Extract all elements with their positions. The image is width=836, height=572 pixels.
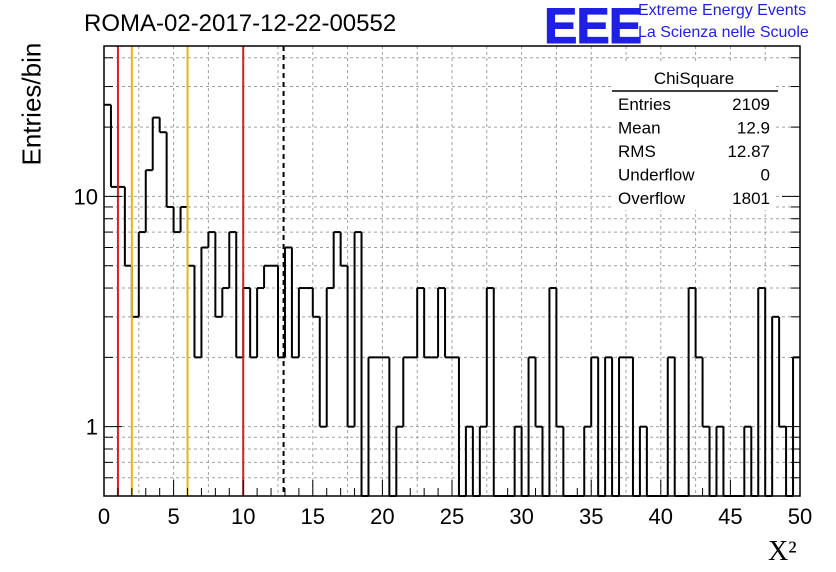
logo-line-1: Extreme Energy Events xyxy=(638,2,807,19)
stats-label: Mean xyxy=(618,119,661,138)
stats-label: Overflow xyxy=(618,189,686,208)
x-tick-label: 30 xyxy=(509,504,533,529)
x-tick-label: 25 xyxy=(440,504,464,529)
x-tick-label: 40 xyxy=(649,504,673,529)
stats-label: Entries xyxy=(618,95,671,114)
axis-ticks xyxy=(103,57,801,497)
y-tick-label: 10 xyxy=(74,184,98,209)
x-tick-label: 5 xyxy=(167,504,179,529)
x-tick-label: 45 xyxy=(718,504,742,529)
chart-title: ROMA-02-2017-12-22-00552 xyxy=(84,10,397,37)
y-tick-label: 1 xyxy=(86,415,98,440)
stats-label: Underflow xyxy=(618,166,695,185)
stats-value: 12.87 xyxy=(727,142,770,161)
x-tick-label: 50 xyxy=(788,504,812,529)
stats-title: ChiSquare xyxy=(654,69,734,88)
x-axis-label: X² xyxy=(768,536,797,567)
reference-lines xyxy=(116,46,285,496)
x-tick-label: 10 xyxy=(231,504,255,529)
stats-box: ChiSquare Entries 2109 Mean 12.9 RMS 12.87 Unde… xyxy=(612,64,778,210)
stats-value: 2109 xyxy=(732,95,770,114)
x-tick-label: 35 xyxy=(579,504,603,529)
stats-value: 1801 xyxy=(732,189,770,208)
stats-value: 0 xyxy=(761,166,770,185)
x-tick-label: 20 xyxy=(370,504,394,529)
stats-label: RMS xyxy=(618,142,656,161)
axis-tick-labels: 0 5 10 15 20 25 30 35 40 45 50 1 10 xyxy=(74,184,813,529)
grid-lines xyxy=(104,46,800,497)
stats-value: 12.9 xyxy=(737,119,770,138)
stats-box-bg xyxy=(612,64,776,210)
logo-line-2: La Scienza nelle Scuole xyxy=(638,24,809,41)
x-tick-label: 15 xyxy=(301,504,325,529)
x-tick-label: 0 xyxy=(98,504,110,529)
